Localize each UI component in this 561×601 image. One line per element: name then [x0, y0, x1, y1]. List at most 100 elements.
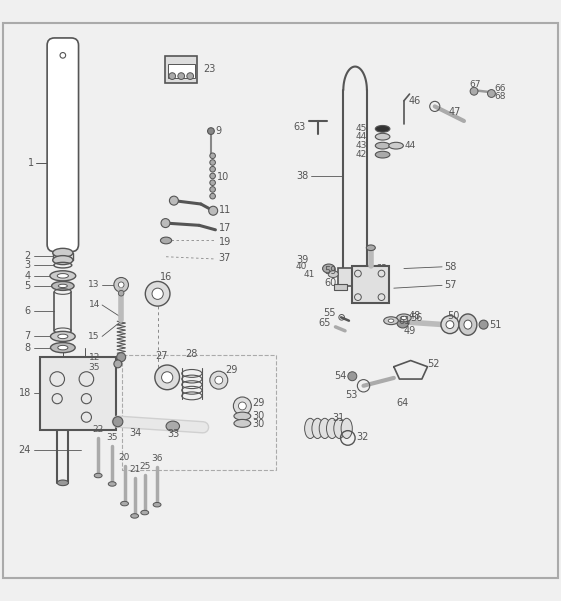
- Ellipse shape: [459, 314, 477, 335]
- Text: 25: 25: [139, 462, 150, 471]
- Text: 2: 2: [25, 251, 31, 261]
- Ellipse shape: [50, 343, 75, 353]
- Ellipse shape: [233, 397, 251, 415]
- Text: 67: 67: [470, 80, 481, 89]
- Ellipse shape: [57, 273, 68, 278]
- Text: 45: 45: [356, 124, 367, 133]
- Circle shape: [348, 372, 357, 380]
- Ellipse shape: [52, 281, 74, 290]
- Circle shape: [446, 321, 454, 329]
- Ellipse shape: [238, 402, 246, 410]
- Text: 28: 28: [186, 349, 198, 359]
- Text: 48: 48: [408, 311, 421, 321]
- Text: 31: 31: [332, 413, 344, 423]
- Circle shape: [488, 90, 495, 97]
- Circle shape: [479, 320, 488, 329]
- Ellipse shape: [327, 418, 338, 439]
- Ellipse shape: [397, 314, 411, 322]
- Ellipse shape: [57, 480, 68, 486]
- Text: 39: 39: [296, 255, 309, 265]
- Ellipse shape: [375, 142, 390, 149]
- Text: 35: 35: [89, 364, 100, 373]
- Text: 27: 27: [155, 351, 168, 361]
- Ellipse shape: [113, 416, 123, 427]
- Text: 32: 32: [357, 432, 369, 442]
- Ellipse shape: [323, 264, 335, 273]
- Text: 20: 20: [119, 453, 130, 462]
- Ellipse shape: [464, 320, 472, 329]
- Bar: [122, 355, 276, 470]
- Circle shape: [117, 353, 126, 362]
- Text: 14: 14: [89, 300, 100, 310]
- Text: 5: 5: [25, 281, 31, 291]
- Text: 22: 22: [93, 425, 104, 434]
- Ellipse shape: [53, 248, 73, 257]
- Text: 43: 43: [356, 141, 367, 150]
- Circle shape: [441, 316, 459, 334]
- Text: 4: 4: [25, 271, 31, 281]
- Text: 57: 57: [444, 280, 457, 290]
- Ellipse shape: [312, 418, 323, 439]
- Text: 19: 19: [219, 237, 231, 246]
- Text: 66: 66: [495, 84, 506, 93]
- Ellipse shape: [152, 288, 163, 299]
- Bar: [338, 268, 373, 286]
- Text: 63: 63: [293, 121, 306, 132]
- Text: 10: 10: [217, 172, 229, 182]
- Ellipse shape: [50, 271, 76, 281]
- Text: 60: 60: [324, 278, 337, 287]
- Ellipse shape: [375, 126, 390, 132]
- Text: 62: 62: [376, 263, 388, 273]
- Ellipse shape: [328, 271, 338, 278]
- Text: 41: 41: [304, 270, 315, 279]
- Text: 35: 35: [107, 433, 118, 442]
- Text: 37: 37: [219, 254, 231, 263]
- Ellipse shape: [160, 237, 172, 244]
- Text: 18: 18: [19, 388, 31, 398]
- Text: 68: 68: [495, 93, 506, 102]
- Text: 15: 15: [89, 332, 100, 341]
- Circle shape: [209, 206, 218, 215]
- Ellipse shape: [108, 482, 116, 486]
- Text: 47: 47: [449, 107, 461, 117]
- Text: 44: 44: [405, 141, 416, 150]
- Ellipse shape: [319, 418, 330, 439]
- Text: 49: 49: [404, 326, 416, 337]
- Circle shape: [178, 73, 185, 79]
- Text: 13: 13: [89, 280, 100, 289]
- Ellipse shape: [366, 245, 375, 251]
- Ellipse shape: [50, 331, 75, 341]
- Text: 1: 1: [27, 158, 34, 168]
- Text: 12: 12: [89, 353, 100, 362]
- Text: 61: 61: [398, 316, 411, 326]
- Text: 36: 36: [151, 454, 163, 463]
- Circle shape: [210, 180, 215, 186]
- Bar: [165, 56, 197, 83]
- Ellipse shape: [141, 510, 149, 515]
- Ellipse shape: [145, 281, 170, 306]
- Ellipse shape: [153, 502, 161, 507]
- Text: 44: 44: [356, 132, 367, 141]
- Text: 21: 21: [129, 465, 140, 474]
- Ellipse shape: [215, 376, 223, 384]
- Circle shape: [210, 187, 215, 192]
- Circle shape: [187, 73, 194, 79]
- Text: 29: 29: [252, 398, 265, 407]
- Text: 54: 54: [334, 371, 347, 381]
- Circle shape: [155, 365, 180, 389]
- Text: 16: 16: [160, 272, 173, 282]
- Text: 7: 7: [25, 331, 31, 341]
- Circle shape: [370, 266, 375, 271]
- Circle shape: [210, 194, 215, 199]
- Text: 58: 58: [444, 262, 457, 272]
- Text: 24: 24: [19, 445, 31, 456]
- Ellipse shape: [375, 133, 390, 140]
- Text: 8: 8: [25, 343, 31, 353]
- Bar: [168, 64, 195, 78]
- Ellipse shape: [375, 151, 390, 158]
- Text: 29: 29: [225, 365, 237, 375]
- Ellipse shape: [131, 514, 139, 518]
- Text: 55: 55: [323, 308, 335, 318]
- Ellipse shape: [210, 371, 228, 389]
- Circle shape: [169, 73, 176, 79]
